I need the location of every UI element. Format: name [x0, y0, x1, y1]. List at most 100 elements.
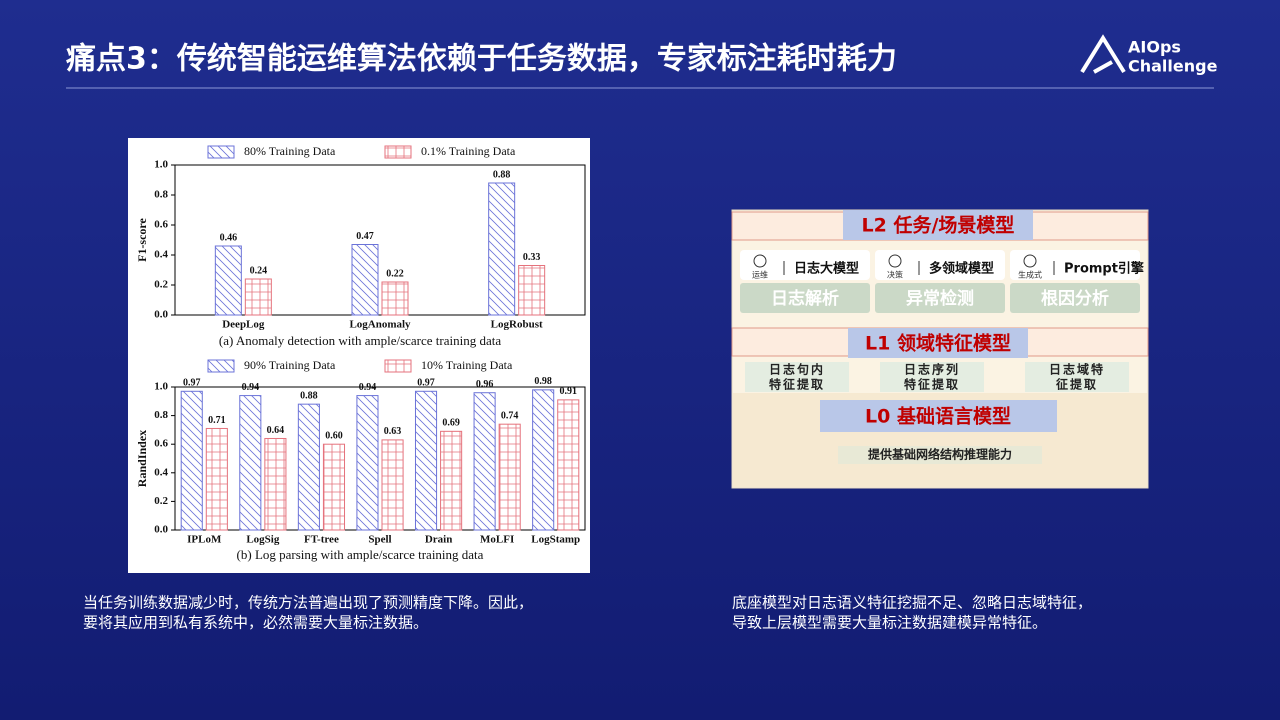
y-tick-label: 0.0 — [154, 524, 168, 536]
caption: 导致上层模型需要大量标注数据建模异常特征。 — [732, 614, 1047, 632]
legend-label: 10% Training Data — [421, 358, 513, 372]
bar — [180, 390, 203, 531]
value-label: 0.88 — [493, 169, 511, 180]
caption: 底座模型对日志语义特征挖掘不足、忽略日志域特征， — [732, 594, 1092, 612]
feature-label: 日志句内 — [769, 362, 825, 377]
legend-label: 90% Training Data — [244, 358, 336, 372]
value-label: 0.63 — [384, 426, 402, 437]
y-axis-label: F1-score — [135, 217, 149, 261]
x-tick-label: LogSig — [246, 534, 280, 546]
tool-icon — [888, 254, 902, 268]
y-tick-label: 1.0 — [154, 381, 168, 393]
value-label: 0.71 — [208, 415, 226, 426]
tool-icon — [753, 254, 767, 268]
y-tick-label: 1.0 — [154, 159, 168, 171]
feature-box — [880, 362, 984, 392]
value-label: 0.47 — [356, 231, 374, 242]
bar — [351, 244, 379, 316]
x-tick-label: IPLoM — [187, 534, 222, 546]
value-label: 0.64 — [267, 425, 285, 436]
y-tick-label: 0.8 — [154, 189, 168, 201]
value-label: 0.94 — [359, 382, 377, 393]
value-label: 0.97 — [183, 378, 201, 389]
task-label: 根因分析 — [1041, 288, 1109, 309]
bar — [322, 443, 346, 531]
value-label: 0.69 — [442, 418, 460, 429]
caption: 要将其应用到私有系统中，必然需要大量标注数据。 — [83, 614, 428, 632]
bar — [381, 281, 409, 316]
value-label: 0.46 — [220, 232, 238, 243]
bar — [205, 427, 228, 531]
logo-icon — [1080, 34, 1126, 74]
legend-label: 0.1% Training Data — [421, 144, 516, 158]
value-label: 0.88 — [300, 390, 318, 401]
feature-label: 特征提取 — [904, 377, 960, 392]
bar — [239, 395, 262, 531]
y-tick-label: 0.8 — [154, 409, 168, 421]
bar — [440, 430, 463, 531]
legend-swatch — [384, 145, 412, 159]
feature-label: 征提取 — [1056, 377, 1098, 392]
tool-card — [740, 250, 870, 280]
diagram: L2 任务/场景模型 运维 日志大模型 决策 多领域模型 生成式 Prompt引擎日志解析… — [731, 209, 1149, 489]
x-tick-label: Spell — [368, 534, 391, 546]
chart-caption: (b) Log parsing with ample/scarce traini… — [237, 547, 484, 562]
task-label: 日志解析 — [771, 288, 839, 309]
bar — [381, 439, 404, 531]
layer-label-box — [820, 400, 1057, 432]
bar — [532, 389, 555, 531]
y-tick-label: 0.2 — [154, 495, 168, 507]
bar — [244, 278, 272, 316]
bar — [488, 182, 516, 316]
feature-box — [1025, 362, 1129, 392]
bar — [557, 399, 580, 531]
y-tick-label: 0.4 — [154, 466, 168, 478]
layer-title: L1 领域特征模型 — [865, 332, 1011, 355]
x-tick-label: LogAnomaly — [349, 319, 411, 331]
task-box — [875, 283, 1005, 313]
y-tick-label: 0.6 — [154, 219, 168, 231]
legend-swatch — [207, 145, 235, 159]
x-tick-label: FT-tree — [304, 534, 339, 546]
x-tick-label: MoLFI — [480, 534, 514, 546]
x-tick-label: LogStamp — [531, 534, 580, 546]
caption: 当任务训练数据减少时，传统方法普遍出现了预测精度下降。因此， — [83, 594, 533, 612]
y-tick-label: 0.4 — [154, 249, 168, 261]
feature-label: 日志序列 — [904, 362, 960, 377]
task-box — [740, 283, 870, 313]
legend-swatch — [384, 359, 412, 373]
task-box — [1010, 283, 1140, 313]
x-tick-label: Drain — [425, 534, 453, 546]
bar — [498, 423, 521, 531]
tool-label: Prompt引擎 — [1064, 261, 1144, 277]
feature-label: 日志域特 — [1049, 362, 1105, 377]
bar — [473, 392, 496, 531]
tool-icon-label: 决策 — [887, 270, 903, 280]
tool-icon-label: 生成式 — [1018, 270, 1042, 280]
logo-text: AIOps — [1128, 38, 1181, 57]
bar — [414, 390, 438, 531]
y-tick-label: 0.6 — [154, 438, 168, 450]
plot-frame — [174, 386, 586, 531]
feature-box — [745, 362, 849, 392]
bar — [214, 245, 242, 316]
y-axis-label: RandIndex — [135, 430, 149, 487]
bar — [356, 395, 379, 531]
legend-label: 80% Training Data — [244, 144, 336, 158]
y-tick-label: 0.2 — [154, 279, 168, 291]
layer-title: L2 任务/场景模型 — [862, 214, 1015, 237]
value-label: 0.22 — [386, 268, 404, 279]
logo-text: Challenge — [1128, 57, 1218, 76]
tool-card — [1010, 250, 1140, 280]
tool-label: 日志大模型 — [794, 261, 859, 277]
x-tick-label: LogRobust — [491, 319, 543, 331]
value-label: 0.98 — [534, 376, 552, 387]
value-label: 0.74 — [501, 410, 519, 421]
tool-card — [875, 250, 1005, 280]
chart-caption: (a) Anomaly detection with ample/scarce … — [219, 333, 502, 348]
note-box — [838, 446, 1042, 464]
y-tick-label: 0.0 — [154, 309, 168, 321]
tool-label: 多领域模型 — [929, 261, 994, 277]
value-label: 0.96 — [476, 379, 494, 390]
